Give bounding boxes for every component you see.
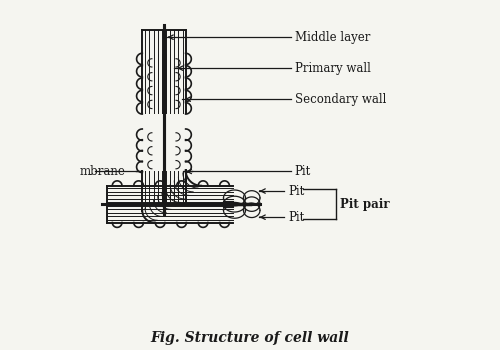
- Text: Secondary wall: Secondary wall: [294, 93, 386, 106]
- Text: Fig. Structure of cell wall: Fig. Structure of cell wall: [150, 331, 350, 345]
- Text: Primary wall: Primary wall: [294, 62, 370, 75]
- Text: Pit: Pit: [288, 211, 304, 224]
- Text: Pit pair: Pit pair: [340, 198, 390, 211]
- Text: Middle layer: Middle layer: [294, 31, 370, 44]
- Text: mbrane: mbrane: [80, 165, 126, 178]
- Text: Pit: Pit: [294, 165, 311, 178]
- Text: Pit: Pit: [288, 184, 304, 197]
